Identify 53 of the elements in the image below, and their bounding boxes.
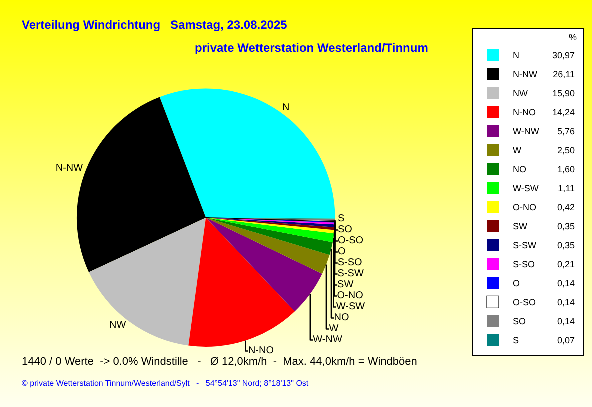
data-label: 1,11 (558, 184, 575, 194)
legend-label: NW (513, 88, 528, 99)
legend-label: W (513, 146, 522, 156)
data-label: 0,07 (557, 336, 575, 346)
slice-label: NW (110, 320, 127, 331)
legend-label: O (513, 278, 520, 289)
legend-label: O-SO (513, 298, 536, 308)
slice-label: S-SO (338, 258, 363, 269)
slice-label: O-NO (337, 290, 364, 302)
slice-label: N-NW (56, 163, 84, 174)
data-label: 15,90 (552, 88, 575, 99)
legend-label: SO (513, 316, 526, 327)
data-label: 0,14 (557, 298, 575, 308)
data-label: 26,11 (553, 70, 575, 80)
slice-label: N (282, 102, 290, 114)
legend-title: % (568, 32, 577, 43)
slice-label: N-NO (248, 346, 274, 357)
data-label: 0,42 (557, 202, 575, 213)
legend-label: SW (513, 222, 528, 232)
text: © private Wetterstation Tinnum/Westerland/Sylt - 54°54'13" Nord; 8°18'13" Ost (22, 379, 310, 388)
legend-label: NO (513, 164, 526, 175)
data-label: 0,14 (557, 278, 575, 289)
legend-label: N-NW (513, 70, 538, 80)
legend-label: O-NO (513, 202, 536, 213)
slice-label: W-NW (313, 334, 343, 346)
legend-label: W-NW (513, 126, 540, 137)
legend-label: N (513, 50, 520, 61)
slice-label: SW (338, 280, 354, 291)
slice-label: SO (338, 224, 353, 236)
data-label: 5,76 (557, 126, 575, 137)
legend-label: W-SW (513, 184, 540, 194)
slice-label: W (329, 324, 340, 335)
data-label: 14,24 (552, 108, 575, 118)
legend-label: S (513, 336, 520, 346)
data-label: 30,97 (552, 50, 575, 61)
chart-title: Verteilung Windrichtung Samstag, 23.08.2025 (22, 18, 288, 32)
legend-label: N-NO (513, 108, 536, 118)
slice-label: O-SO (338, 236, 364, 247)
text: private Wetterstation Westerland/Tinnum (195, 41, 428, 55)
slice-label: O (338, 246, 346, 258)
text: 1440 / 0 Werte -> 0.0% Windstille - Ø 12,0km/h - Max. 44,0km/h = Windböen (22, 356, 418, 368)
slice-label: W-SW (336, 302, 366, 313)
data-label: 0,21 (557, 260, 575, 270)
slice-label: S-SW (338, 268, 364, 280)
data-label: 2,50 (557, 146, 575, 156)
data-label: 0,35 (557, 222, 575, 232)
data-label: 0,35 (557, 240, 575, 251)
data-label: 0,14 (557, 316, 575, 327)
legend-label: S-SW (513, 240, 538, 251)
legend-label: S-SO (513, 260, 536, 270)
slice-label: NO (334, 312, 350, 324)
slice-label: S (338, 214, 346, 225)
data-label: 1,60 (557, 164, 575, 175)
